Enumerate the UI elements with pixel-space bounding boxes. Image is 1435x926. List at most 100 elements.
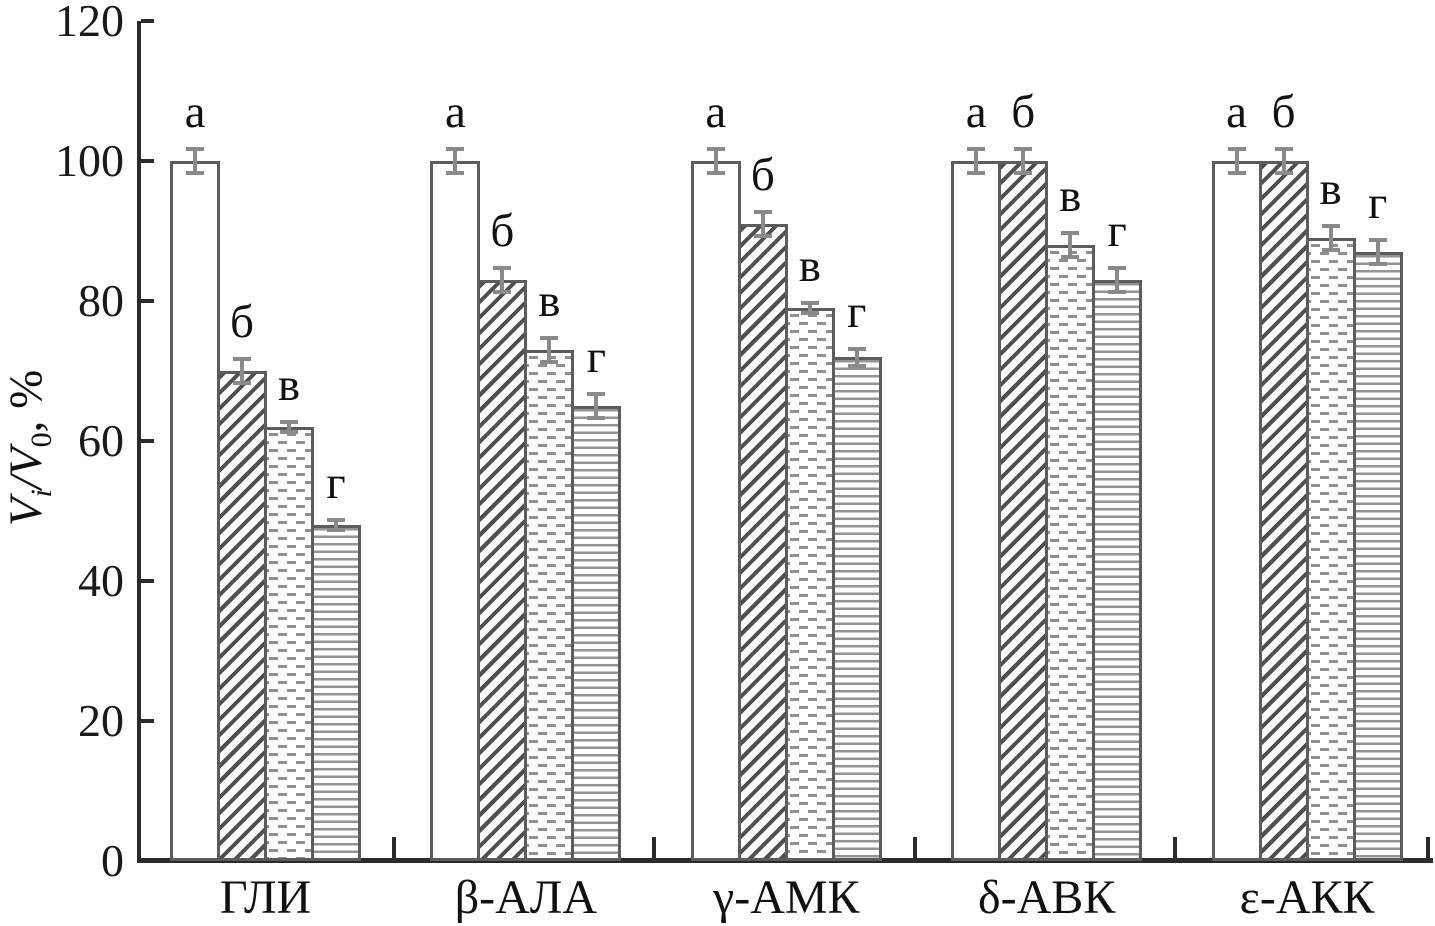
bar-в-ГЛИ <box>264 427 314 861</box>
error-bar <box>1014 147 1033 175</box>
bar-series-letter: г <box>586 331 607 383</box>
error-bar <box>493 266 512 294</box>
error-bar <box>847 346 866 368</box>
bar-а-β-АЛА <box>430 161 481 861</box>
bar-а-ГЛИ <box>170 161 220 861</box>
error-bar-stem <box>240 357 244 385</box>
error-bar <box>1061 231 1080 259</box>
error-bar-stem <box>547 336 552 364</box>
error-bar <box>1368 238 1387 266</box>
error-bar <box>967 147 986 175</box>
y-axis-title-slash: / <box>0 476 52 490</box>
bar-series-letter: а <box>705 86 727 138</box>
bar-series-letter: а <box>1226 86 1248 138</box>
category-label-1: ГЛИ <box>219 871 312 924</box>
bar-б-γ-АМК <box>737 224 788 861</box>
error-bar <box>753 210 772 238</box>
x-axis-tick-mark <box>1173 837 1178 859</box>
error-bar-stem <box>1068 231 1073 259</box>
category-label-3: γ-АМК <box>713 871 860 924</box>
bar-г-ГЛИ <box>311 525 361 861</box>
bar-series-letter: б <box>750 149 775 201</box>
y-tick-label: 120 <box>55 0 124 46</box>
bar-series-letter: б <box>1271 86 1296 138</box>
error-bar-stem <box>1115 266 1120 294</box>
error-bar-stem <box>854 346 859 368</box>
bar-series-letter: г <box>847 285 867 338</box>
error-bar-stem <box>500 266 505 294</box>
bar-б-ГЛИ <box>217 371 267 861</box>
y-tick-mark <box>141 299 154 303</box>
error-bar <box>800 301 819 315</box>
bar-series-letter: в <box>277 359 301 411</box>
bar-б-β-АЛА <box>477 280 528 861</box>
error-bar-stem <box>453 147 458 175</box>
x-axis-tick-mark <box>1426 837 1430 859</box>
error-bar-stem <box>1375 238 1380 266</box>
bar-в-β-АЛА <box>524 350 575 861</box>
error-bar-stem <box>1328 224 1333 252</box>
y-tick-label: 100 <box>55 135 124 186</box>
x-axis-tick-mark <box>912 837 917 859</box>
error-bar-stem <box>760 210 765 238</box>
bar-series-letter: г <box>326 457 346 509</box>
bar-б-ε-АКК <box>1258 161 1309 861</box>
error-bar-stem <box>287 420 291 434</box>
error-bar <box>1227 147 1246 175</box>
bar-г-γ-АМК <box>831 357 882 861</box>
error-bar-stem <box>1281 147 1286 175</box>
bar-series-letter: в <box>538 275 561 327</box>
error-bar-stem <box>974 147 979 175</box>
category-label-5: ε-АКК <box>1239 871 1375 924</box>
bar-г-δ-АВК <box>1092 280 1143 861</box>
error-bar-stem <box>594 392 599 420</box>
y-tick-label: 40 <box>78 555 124 606</box>
y-tick-mark <box>141 439 154 443</box>
bar-series-letter: г <box>1367 177 1388 229</box>
bar-а-ε-АКК <box>1211 161 1262 861</box>
y-axis-title-sub-i: i <box>25 489 58 498</box>
bar-г-ε-АКК <box>1352 252 1403 861</box>
bar-в-δ-АВК <box>1045 245 1096 861</box>
error-bar <box>1274 147 1293 175</box>
bar-series-letter: а <box>184 86 206 138</box>
x-axis-tick-mark <box>652 837 657 859</box>
error-bar <box>233 357 251 385</box>
error-bar <box>446 147 465 175</box>
error-bar-stem <box>807 301 812 315</box>
bar-б-δ-АВК <box>998 161 1049 861</box>
error-bar-stem <box>1021 147 1026 175</box>
bar-series-letter: а <box>965 86 987 138</box>
y-tick-label: 60 <box>78 415 124 466</box>
bar-series-letter: в <box>1059 170 1082 222</box>
error-bar <box>587 392 606 420</box>
bar-series-letter: б <box>230 296 254 348</box>
bar-series-letter: в <box>1319 163 1342 215</box>
x-axis-tick-mark <box>392 837 396 859</box>
error-bar-stem <box>713 147 718 175</box>
error-bar <box>1321 224 1340 252</box>
category-label-2: β-АЛА <box>454 871 598 924</box>
bar-series-letter: б <box>1011 86 1036 138</box>
error-bar <box>1108 266 1127 294</box>
error-bar <box>186 147 204 175</box>
bar-а-γ-АМК <box>690 161 741 861</box>
bar-в-ε-АКК <box>1305 238 1356 861</box>
bar-series-letter: г <box>1107 205 1127 257</box>
y-tick-label: 20 <box>78 695 124 746</box>
error-bar <box>540 336 559 364</box>
y-tick-mark <box>141 719 154 723</box>
y-tick-mark <box>141 859 154 863</box>
bar-а-δ-АВК <box>951 161 1002 861</box>
y-tick-label: 0 <box>101 835 124 886</box>
error-bar <box>327 518 345 532</box>
bar-в-γ-АМК <box>784 308 835 861</box>
error-bar-stem <box>193 147 197 175</box>
error-bar-stem <box>334 518 338 532</box>
bar-series-letter: б <box>490 205 515 257</box>
y-tick-label: 80 <box>78 275 124 326</box>
error-bar-stem <box>1234 147 1239 175</box>
y-tick-mark <box>141 19 154 23</box>
